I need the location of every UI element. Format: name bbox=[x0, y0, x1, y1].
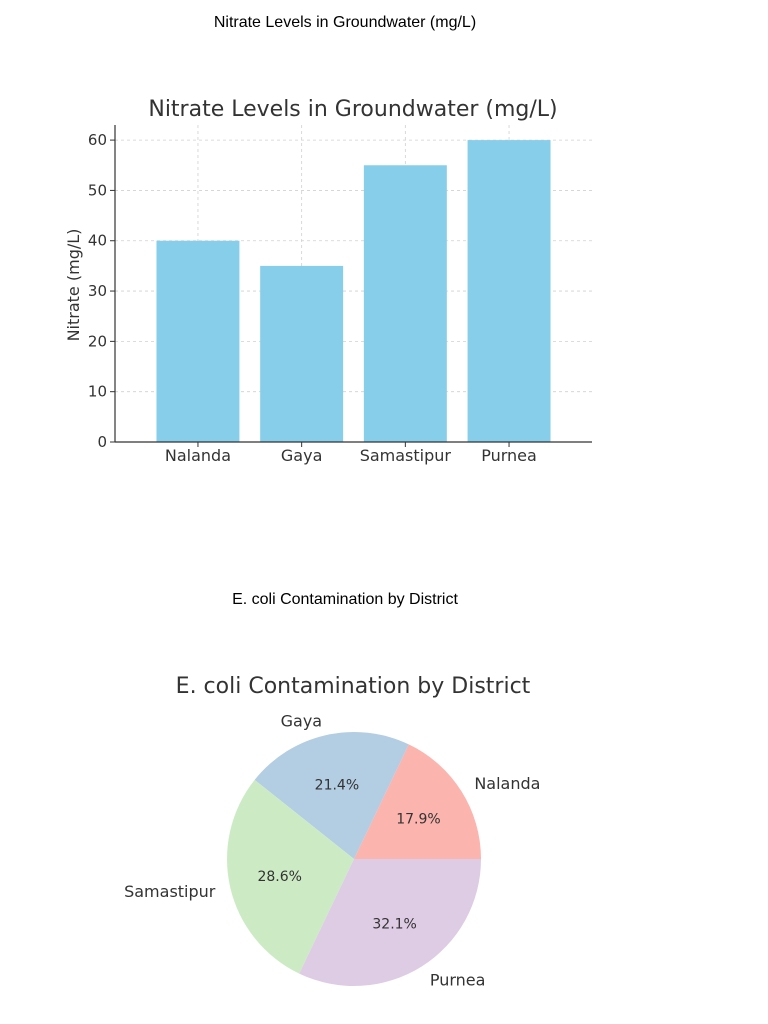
pie-chart-title: E. coli Contamination by District bbox=[176, 674, 531, 699]
bar-ytick-label: 60 bbox=[88, 131, 107, 149]
bar-chart-title: Nitrate Levels in Groundwater (mg/L) bbox=[148, 97, 557, 122]
bar-chart-yticks: 0 10 20 30 40 50 60 bbox=[88, 131, 107, 451]
pie-percent-label: 28.6% bbox=[257, 869, 301, 885]
pie-category-label: Purnea bbox=[430, 970, 486, 989]
pie-chart-labels: 17.9% Nalanda 21.4% Gaya 28.6% Samastipur 32.1… bbox=[124, 711, 540, 989]
pie-chart-caption: E. coli Contamination by District bbox=[232, 591, 458, 608]
bar-xtick-label: Gaya bbox=[281, 446, 322, 465]
pie-category-label: Nalanda bbox=[474, 774, 540, 793]
bar-ytick-label: 50 bbox=[88, 181, 107, 199]
pie-chart-slices bbox=[227, 732, 481, 986]
bar-ytick-label: 40 bbox=[88, 232, 107, 250]
pie-slice-gaya bbox=[254, 732, 409, 859]
bar-ytick-label: 30 bbox=[88, 282, 107, 300]
bar-xtick-label: Nalanda bbox=[165, 446, 231, 465]
bar-nalanda bbox=[156, 240, 240, 442]
pie-percent-label: 21.4% bbox=[315, 778, 359, 794]
bar-ytick-label: 10 bbox=[88, 383, 107, 401]
pie-category-label: Samastipur bbox=[124, 882, 216, 901]
bar-xtick-label: Purnea bbox=[481, 446, 537, 465]
bar-ytick-label: 0 bbox=[97, 433, 107, 451]
bar-xtick-label: Samastipur bbox=[360, 446, 452, 465]
pie-category-label: Gaya bbox=[281, 711, 322, 730]
bar-chart-axes bbox=[110, 125, 592, 447]
bar-purnea bbox=[467, 140, 551, 442]
bar-chart-caption: Nitrate Levels in Groundwater (mg/L) bbox=[213, 14, 477, 31]
bar-chart-ylabel: Nitrate (mg/L) bbox=[64, 229, 83, 342]
pie-slice-samastipur bbox=[227, 779, 354, 974]
pie-percent-label: 17.9% bbox=[396, 811, 440, 827]
pie-percent-label: 32.1% bbox=[372, 916, 416, 932]
bar-chart-xticks: Nalanda Gaya Samastipur Purnea bbox=[165, 446, 537, 465]
bar-chart-bars bbox=[156, 140, 551, 442]
bar-ytick-label: 20 bbox=[88, 332, 107, 350]
pie-slice-nalanda bbox=[354, 744, 481, 859]
bar-gaya bbox=[260, 265, 344, 442]
bar-samastipur bbox=[363, 165, 447, 442]
pie-slice-purnea bbox=[299, 859, 481, 986]
